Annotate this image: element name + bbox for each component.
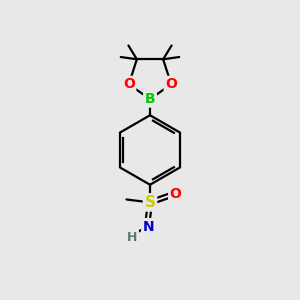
Text: S: S [145, 195, 155, 210]
Text: H: H [127, 231, 137, 244]
Text: B: B [145, 92, 155, 106]
Text: O: O [170, 187, 182, 201]
Text: O: O [165, 77, 177, 91]
Text: N: N [143, 220, 154, 234]
Text: O: O [123, 77, 135, 91]
